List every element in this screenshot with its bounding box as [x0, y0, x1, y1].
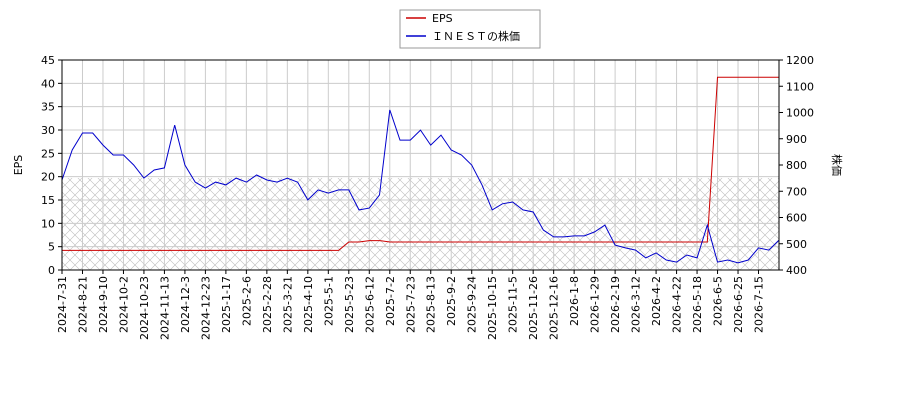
y-tick-label: 35: [41, 101, 55, 114]
x-tick-label: 2025-5-1: [322, 276, 335, 326]
x-tick-label: 2026-7-15: [753, 276, 766, 333]
x-tick-label: 2025-7-23: [404, 276, 417, 333]
x-tick-label: 2026-5-18: [691, 276, 704, 333]
y-tick-label: 30: [41, 124, 55, 137]
y2-tick-label: 800: [786, 159, 807, 172]
y2-tick-label: 1000: [786, 107, 814, 120]
x-tick-label: 2025-9-2: [445, 276, 458, 326]
x-tick-label: 2026-6-25: [732, 276, 745, 333]
y-tick-label: 40: [41, 77, 55, 90]
legend-label: ＩＮＥＳＴの株価: [432, 29, 520, 43]
y2-tick-label: 900: [786, 133, 807, 146]
x-tick-label: 2024-10-23: [138, 276, 151, 340]
y-tick-label: 15: [41, 194, 55, 207]
x-tick-label: 2026-2-19: [609, 276, 622, 333]
x-tick-label: 2026-4-2: [650, 276, 663, 326]
series-line: [62, 76, 779, 251]
x-tick-label: 2025-3-21: [281, 276, 294, 333]
x-tick-label: 2024-11-13: [158, 276, 171, 340]
y2-tick-label: 500: [786, 238, 807, 251]
x-tick-label: 2025-1-17: [220, 276, 233, 333]
x-tick-label: 2025-11-26: [527, 276, 540, 340]
x-tick-label: 2026-3-12: [630, 276, 643, 333]
x-tick-label: 2025-2-28: [261, 276, 274, 333]
x-tick-label: 2026-4-22: [671, 276, 684, 333]
y2-tick-label: 1200: [786, 54, 814, 67]
x-tick-label: 2025-8-13: [425, 276, 438, 333]
x-tick-label: 2026-1-29: [589, 276, 602, 333]
y-tick-label: 0: [48, 264, 55, 277]
legend: EPS ＩＮＥＳＴの株価: [399, 9, 541, 49]
x-tick-label: 2024-9-10: [97, 276, 110, 333]
x-tick-label: 2024-12-3: [179, 276, 192, 333]
x-tick-label: 2026-1-8: [568, 276, 581, 326]
axes: 0 5 10 15 20 25 30 35 40 45 400 500 600 700 800 900 1000…: [41, 54, 814, 340]
legend-box: [399, 9, 541, 49]
x-tick-label: 2025-7-2: [384, 276, 397, 326]
x-tick-label: 2024-10-2: [117, 276, 130, 333]
x-tick-label: 2025-9-24: [466, 276, 479, 333]
y-tick-label: 45: [41, 54, 55, 67]
x-tick-label: 2025-12-16: [548, 276, 561, 340]
series-line: [61, 109, 780, 264]
x-tick-label: 2025-10-15: [486, 276, 499, 340]
x-tick-label: 2025-6-12: [363, 276, 376, 333]
x-tick-label: 2025-11-5: [507, 276, 520, 333]
legend-label: EPS: [432, 12, 453, 25]
y2-tick-label: 1100: [786, 80, 814, 93]
y-axis-label: EPS: [12, 155, 25, 176]
y-tick-label: 5: [48, 241, 55, 254]
x-tick-label: 2025-5-23: [343, 276, 356, 333]
x-tick-label: 2024-8-21: [76, 276, 89, 333]
x-tick-label: 2026-6-5: [712, 276, 725, 326]
y-tick-label: 10: [41, 217, 55, 230]
y-tick-label: 25: [41, 147, 55, 160]
x-tick-label: 2025-4-10: [302, 276, 315, 333]
hatched-band: [62, 178, 779, 270]
x-tick-label: 2024-7-31: [56, 276, 69, 333]
y-tick-label: 20: [41, 171, 55, 184]
y2-tick-label: 700: [786, 185, 807, 198]
lines: [61, 76, 780, 264]
y2-tick-label: 600: [786, 212, 807, 225]
y2-axis-label: 株価: [830, 154, 844, 176]
x-tick-label: 2025-2-6: [240, 276, 253, 326]
y2-tick-label: 400: [786, 264, 807, 277]
x-tick-label: 2024-12-23: [199, 276, 212, 340]
